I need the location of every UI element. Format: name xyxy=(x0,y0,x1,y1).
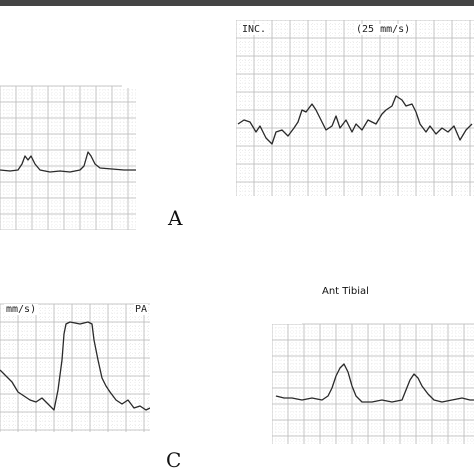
strip-bottom-right-title: Ant Tibial xyxy=(322,286,369,297)
strip-bottom-left: mm/s) PA xyxy=(0,300,150,432)
strip-top-right-left-label: INC. xyxy=(240,24,269,35)
trace-top-right xyxy=(237,95,473,145)
panel-label-a: A xyxy=(168,206,183,230)
strip-top-right: INC. (25 mm/s) xyxy=(236,20,474,196)
top-edge-bar xyxy=(0,0,474,6)
strip-bottom-right-grid xyxy=(272,310,474,444)
strip-bottom-right xyxy=(272,310,474,444)
trace-bottom-right xyxy=(275,363,474,403)
strip-bottom-left-grid xyxy=(0,303,150,432)
trace-bottom-left xyxy=(0,321,150,411)
strip-top-right-grid xyxy=(236,20,474,196)
strip-bottom-left-speed-label: mm/s) xyxy=(4,304,39,315)
strip-top-left xyxy=(0,80,136,230)
strip-bottom-left-right-label: PA xyxy=(134,304,149,315)
strip-top-left-grid xyxy=(0,80,136,230)
strip-top-right-speed-label: (25 mm/s) xyxy=(354,24,413,35)
panel-label-c: C xyxy=(166,448,182,472)
trace-top-left xyxy=(0,151,136,173)
